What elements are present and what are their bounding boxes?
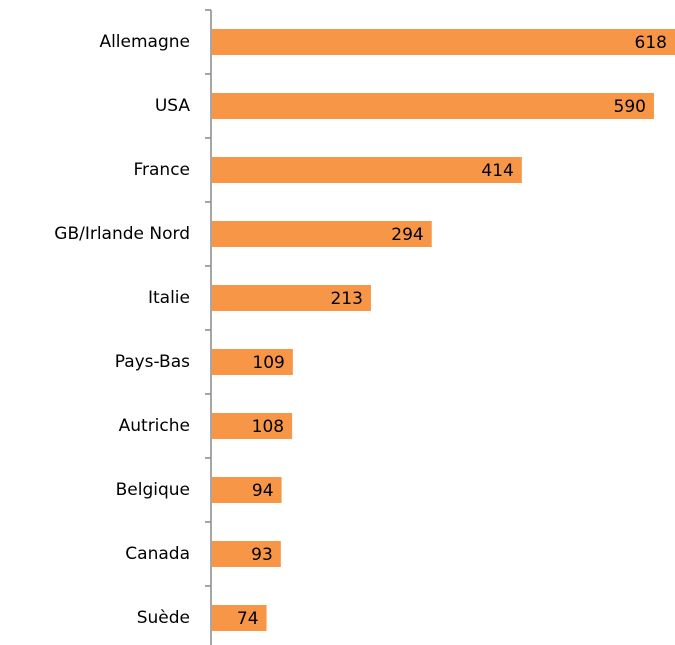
y-tick-label: Belgique xyxy=(116,480,190,500)
bar xyxy=(212,541,281,567)
bar xyxy=(212,477,282,503)
data-label: 93 xyxy=(251,545,273,565)
data-label: 294 xyxy=(391,225,423,245)
y-tick-label: France xyxy=(133,160,190,180)
y-tick-label: Allemagne xyxy=(99,32,190,52)
y-tick-label: Autriche xyxy=(119,416,190,436)
y-tick-label: Canada xyxy=(125,544,190,564)
data-label: 414 xyxy=(481,161,513,181)
y-tick-label: Pays-Bas xyxy=(115,352,190,372)
bar xyxy=(212,221,432,247)
data-label: 108 xyxy=(252,417,284,437)
y-tick-label: Suède xyxy=(137,608,190,628)
data-label: 74 xyxy=(237,609,259,629)
bar xyxy=(212,285,371,311)
bar xyxy=(212,349,293,375)
bar xyxy=(212,93,654,119)
data-label: 109 xyxy=(252,353,284,373)
y-tick-label: USA xyxy=(155,96,191,116)
y-tick-label: GB/Irlande Nord xyxy=(54,224,190,244)
bar xyxy=(212,29,675,55)
bar xyxy=(212,605,267,631)
data-label: 590 xyxy=(614,97,646,117)
bar xyxy=(212,157,522,183)
data-label: 618 xyxy=(635,33,667,53)
y-tick-label: Italie xyxy=(148,288,190,308)
data-label: 94 xyxy=(252,481,274,501)
bar xyxy=(212,413,293,439)
data-label: 213 xyxy=(330,289,362,309)
